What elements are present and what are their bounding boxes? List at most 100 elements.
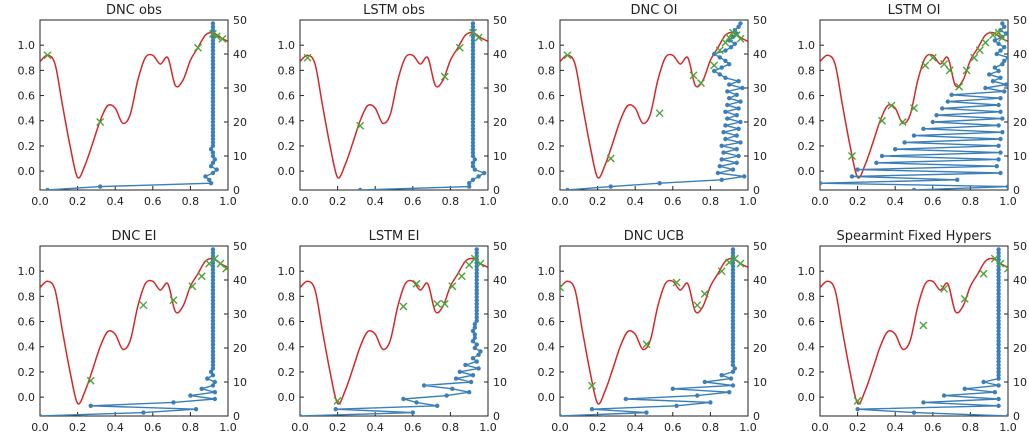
query-trace-point (210, 126, 216, 131)
x-tick-label: 1.0 (739, 195, 757, 208)
query-trace-point (88, 403, 93, 408)
query-trace-point (470, 133, 476, 138)
plot-area (820, 247, 1008, 416)
query-trace-point (210, 130, 216, 135)
query-trace-point (911, 410, 917, 415)
plot-area (300, 21, 488, 190)
query-trace-point (470, 55, 476, 60)
y-right-tick-label: 40 (233, 274, 247, 287)
y-right-tick-label: 20 (493, 116, 507, 129)
query-trace-point (738, 21, 743, 26)
query-trace-point (730, 277, 736, 283)
sample-marker (433, 299, 442, 308)
sample-marker (898, 118, 907, 126)
query-trace-point (719, 65, 724, 70)
x-tick-label: 0.0 (31, 195, 49, 208)
query-trace-point (996, 305, 1001, 310)
y-right-tick-label: 0 (493, 184, 500, 197)
query-trace-point (470, 119, 476, 125)
x-tick-label: 0.8 (962, 195, 980, 208)
y-right-tick-label: 20 (1013, 116, 1027, 129)
subplot-6: DNC UCB 0.0 0.2 0.4 0.6 0.8 1.0 1.0 0.8 0.6 0.4 0.2… (538, 229, 768, 434)
query-trace-point (730, 247, 736, 252)
query-trace-point (717, 164, 722, 169)
query-trace-point (474, 247, 479, 252)
objective-curve (560, 257, 748, 405)
y-left-tick-label: 1.0 (18, 39, 36, 52)
query-trace-point (996, 328, 1001, 334)
subplot-4: DNC EI 0.0 0.2 0.4 0.6 0.8 1.0 1.0 0.8 0.6 0.4 0.2 0… (18, 229, 248, 434)
query-trace-point (210, 342, 216, 347)
query-trace-point (730, 298, 736, 303)
sample-marker (356, 121, 365, 130)
sample-marker (655, 109, 664, 118)
query-trace-line (857, 249, 1008, 416)
query-trace-point (730, 291, 736, 296)
plot-area (560, 247, 748, 416)
y-left-tick-label: 0.6 (18, 90, 36, 103)
sample-marker (440, 72, 449, 81)
query-trace-point (212, 396, 218, 402)
query-trace-point (470, 65, 476, 70)
subplot-title: DNC UCB (624, 229, 684, 244)
query-trace-point (990, 79, 996, 84)
query-trace-point (210, 298, 216, 303)
query-trace-point (1000, 21, 1005, 26)
objective-curve (40, 257, 228, 405)
sample-marker (474, 33, 483, 42)
query-trace-point (205, 376, 210, 381)
query-trace-point (210, 136, 216, 142)
query-trace-point (210, 366, 216, 371)
query-trace-point (719, 373, 724, 378)
query-trace-point (996, 102, 1001, 108)
query-trace-point (955, 177, 960, 182)
query-trace-point (702, 379, 707, 385)
query-trace-point (210, 359, 216, 364)
query-trace-point (210, 45, 216, 50)
y-right-tick-label: 40 (753, 48, 767, 61)
query-trace-line (820, 23, 1008, 190)
y-right-tick-label: 0 (753, 410, 760, 423)
query-trace-point (736, 79, 741, 84)
query-trace-point (738, 119, 743, 125)
x-tick-label: 0.6 (924, 421, 942, 434)
query-trace-point (210, 21, 216, 26)
y-left-tick-label: 0.6 (278, 316, 296, 329)
query-trace-point (996, 143, 1001, 148)
sample-marker (955, 82, 964, 91)
query-trace-point (210, 140, 216, 145)
query-trace-point (474, 291, 479, 296)
y-right-tick-label: 40 (493, 274, 507, 287)
query-trace-point (210, 150, 216, 155)
y-right-tick-label: 50 (493, 240, 507, 253)
y-right-tick-label: 20 (753, 116, 767, 129)
query-trace-point (470, 72, 476, 77)
query-trace-point (300, 413, 303, 416)
y-left-tick-label: 0.8 (538, 64, 556, 77)
query-trace-point (470, 113, 476, 118)
x-tick-label: 0.2 (329, 195, 347, 208)
subplot-3: LSTM OI 0.0 0.2 0.4 0.6 0.8 1.0 1.0 0.8 0.6 0.4 0.2… (798, 3, 1028, 208)
y-right-tick-label: 30 (753, 308, 767, 321)
query-trace-point (470, 106, 476, 111)
x-tick-label: 0.6 (404, 421, 422, 434)
query-trace-point (695, 393, 700, 398)
query-trace-point (730, 167, 736, 172)
query-trace-point (401, 396, 406, 402)
query-trace-point (1002, 45, 1007, 50)
query-trace-point (996, 291, 1001, 296)
query-trace-point (730, 332, 736, 337)
query-trace-point (188, 393, 193, 398)
query-trace-point (996, 123, 1001, 128)
y-left-tick-label: 0.0 (278, 165, 296, 178)
subplot-title: LSTM obs (363, 3, 425, 18)
x-tick-label: 0.0 (551, 421, 569, 434)
y-left-tick-label: 0.4 (538, 115, 556, 128)
query-trace-point (996, 301, 1001, 306)
query-trace-line (360, 23, 486, 190)
sample-marker (587, 381, 596, 390)
x-tick-label: 0.0 (291, 421, 309, 434)
query-trace-point (470, 140, 476, 145)
query-trace-point (734, 113, 739, 118)
